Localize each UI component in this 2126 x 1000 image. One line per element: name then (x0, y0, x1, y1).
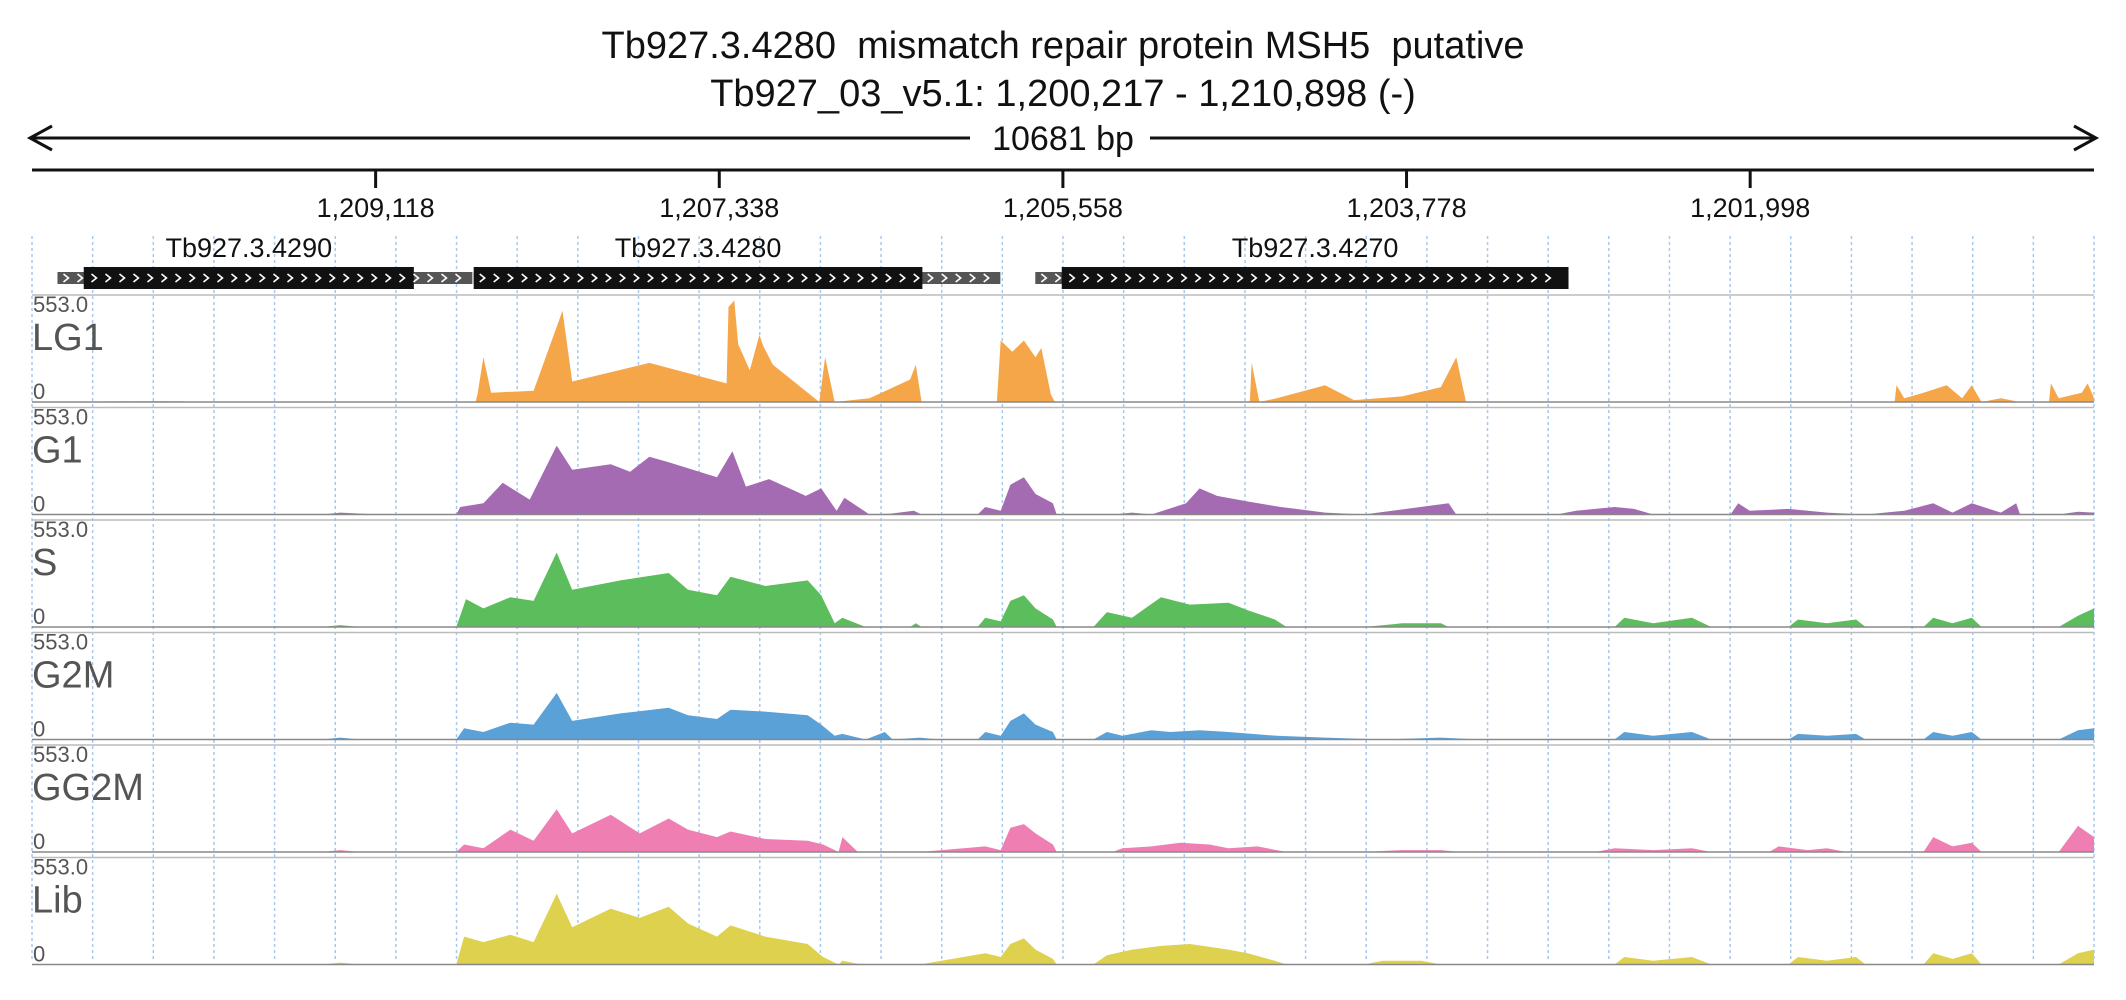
track-name: S (32, 542, 57, 584)
arrowhead-left-icon (26, 124, 53, 152)
coverage-area (32, 809, 2094, 852)
gene-Tb927.3.4280[interactable]: Tb927.3.4280 (473, 233, 1001, 289)
arrowhead-right-icon (2073, 124, 2100, 152)
track-S: 553.0S 0 (32, 517, 2094, 629)
coordinate-ruler: 1,209,118 1,207,338 1,205,558 1,203,778 1,20… (32, 168, 2094, 223)
y-min-label: 0 (33, 604, 45, 629)
y-min-label: 0 (33, 492, 45, 517)
coverage-area (32, 692, 2094, 740)
ruler-tick-label: 1,203,778 (1346, 193, 1466, 223)
gene-Tb927.3.4270[interactable]: Tb927.3.4270 (1035, 233, 1569, 289)
track-G1: 553.0G1 0 (32, 405, 2094, 517)
track-name: GG2M (32, 767, 144, 809)
gene-label: Tb927.3.4290 (165, 233, 332, 263)
gene-label: Tb927.3.4280 (615, 233, 782, 263)
gene-label: Tb927.3.4270 (1232, 233, 1399, 263)
coverage-area (32, 300, 2094, 402)
coverage-area (32, 893, 2094, 965)
strand-arrows-icon (62, 273, 462, 283)
track-name: G2M (32, 655, 114, 697)
gene-cds (83, 267, 414, 289)
y-min-label: 0 (33, 942, 45, 967)
y-max-label: 553.0 (33, 292, 88, 317)
span-label: 10681 bp (992, 120, 1134, 158)
y-max-label: 553.0 (33, 742, 88, 767)
coverage-tracks: 553.0LG10553.0G10553.0S0553.0G2M0553.0GG… (32, 292, 2094, 967)
coverage-area (32, 445, 2094, 515)
track-name: LG1 (32, 317, 104, 359)
gene-Tb927.3.4290[interactable]: Tb927.3.4290 (57, 233, 473, 289)
y-max-label: 553.0 (33, 405, 88, 430)
y-min-label: 0 (33, 717, 45, 742)
gene-track: Tb927.3.4290 Tb927.3.4280 Tb927.3.4270 (57, 233, 1569, 289)
ruler-tick-label: 1,201,998 (1690, 193, 1810, 223)
y-max-label: 553.0 (33, 630, 88, 655)
coverage-area (32, 552, 2094, 627)
y-min-label: 0 (33, 379, 45, 404)
locus-label: Tb927_03_v5.1: 1,200,217 - 1,210,898 (-) (710, 73, 1416, 115)
strand-arrows-icon (1040, 273, 1552, 283)
span-arrow: 10681 bp (26, 120, 2100, 158)
gene-cds (473, 267, 923, 289)
ruler-tick-label: 1,205,558 (1003, 193, 1123, 223)
y-max-label: 553.0 (33, 855, 88, 880)
y-max-label: 553.0 (33, 517, 88, 542)
ruler-tick-label: 1,209,118 (317, 193, 435, 223)
ruler-tick-label: 1,207,338 (659, 193, 779, 223)
y-min-label: 0 (33, 829, 45, 854)
strand-arrows-icon (479, 273, 990, 283)
gene-cds (1061, 267, 1569, 289)
track-name: Lib (32, 880, 83, 922)
grid-lines (31, 236, 2095, 962)
track-name: G1 (32, 430, 83, 472)
gene-title: Tb927.3.4280 mismatch repair protein MSH… (601, 25, 1525, 67)
